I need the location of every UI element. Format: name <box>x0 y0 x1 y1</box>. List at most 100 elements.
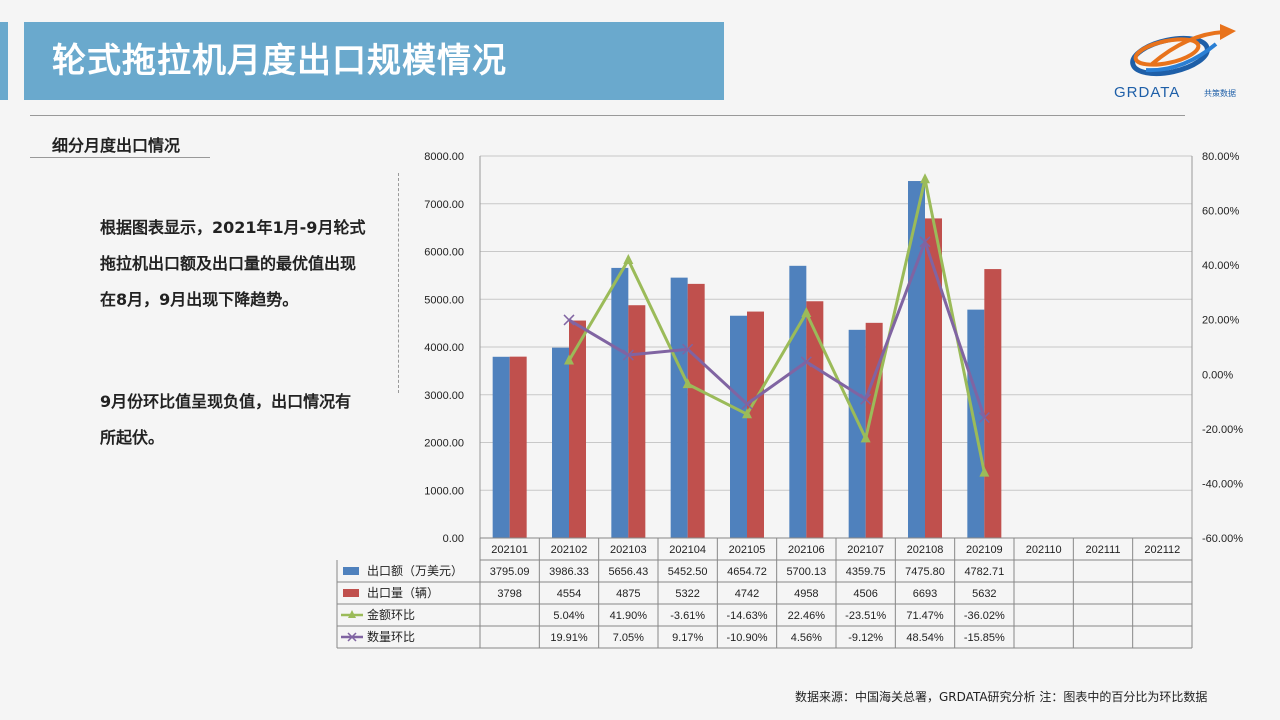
y2-tick-label: 40.00% <box>1202 260 1240 272</box>
data-label: 5322 <box>675 588 699 600</box>
amount-mom-point <box>801 307 812 318</box>
data-label: 71.47% <box>906 610 944 622</box>
quantity-mom-point <box>622 349 634 361</box>
y-tick-label: 1000.00 <box>424 485 464 497</box>
quantity-bar <box>687 283 705 538</box>
data-label: 5700.13 <box>786 566 826 578</box>
amount-bar <box>848 329 866 538</box>
legend-label: 数量环比 <box>367 629 415 644</box>
data-label: 7.05% <box>613 632 644 644</box>
category-label: 202106 <box>788 544 825 556</box>
category-label: 202111 <box>1085 544 1120 556</box>
amount-bar <box>492 356 510 538</box>
quantity-mom-point <box>682 343 694 355</box>
quantity-mom-point <box>800 356 812 368</box>
title-accent-bar <box>0 22 8 100</box>
data-label: 22.46% <box>788 610 826 622</box>
quantity-mom-point <box>741 398 753 410</box>
data-label: 5632 <box>972 588 996 600</box>
amount-mom-point <box>920 173 930 184</box>
y-tick-label: 0.00 <box>443 533 464 545</box>
category-label: 202101 <box>491 544 528 556</box>
data-label: 4875 <box>616 588 640 600</box>
y-tick-label: 2000.00 <box>424 438 464 450</box>
logo-text: GRDATA <box>1114 84 1181 101</box>
data-label: 4742 <box>735 588 759 600</box>
category-label: 202110 <box>1026 544 1062 556</box>
data-label: 4782.71 <box>964 566 1004 578</box>
y-tick-label: 5000.00 <box>424 294 464 306</box>
data-label: -3.61% <box>670 610 705 622</box>
quantity-mom-point <box>919 236 931 248</box>
amount-bar <box>552 347 569 538</box>
data-label: 5656.43 <box>608 566 648 578</box>
data-label: 4554 <box>557 588 581 600</box>
quantity-bar <box>925 218 942 539</box>
legend-label: 出口量（辆） <box>367 586 439 600</box>
y-tick-label: 8000.00 <box>424 151 464 163</box>
amount-bar <box>730 315 747 538</box>
source-footnote: 数据来源：中国海关总署，GRDATA研究分析 注：图表中的百分比为环比数据 <box>795 690 1208 704</box>
data-label: 4359.75 <box>846 566 886 578</box>
quantity-bar <box>569 320 586 538</box>
category-label: 202104 <box>669 544 706 556</box>
amount-mom-point <box>564 354 574 365</box>
amount-bar <box>670 277 688 538</box>
quantity-bar <box>806 301 824 538</box>
y2-tick-label: 60.00% <box>1202 206 1240 218</box>
quantity-mom-point <box>978 412 990 424</box>
analysis-note-1: 根据图表显示，2021年1月-9月轮式拖拉机出口额及出口量的最优值出现在8月，9… <box>100 218 366 309</box>
section-subtitle: 细分月度出口情况 <box>52 136 181 155</box>
data-label: 19.91% <box>550 632 588 644</box>
data-label: 3798 <box>497 588 521 600</box>
legend-label: 金额环比 <box>367 607 415 622</box>
category-label: 202107 <box>847 544 884 556</box>
category-label: 202108 <box>907 544 944 556</box>
subtitle-divider <box>30 157 210 158</box>
data-label: 4958 <box>794 588 818 600</box>
y-tick-label: 4000.00 <box>424 342 464 354</box>
header-divider <box>30 115 1185 116</box>
category-label: 202112 <box>1144 544 1180 556</box>
legend-swatch <box>343 567 359 575</box>
data-label: 48.54% <box>906 632 944 644</box>
y2-tick-label: 80.00% <box>1202 151 1240 163</box>
data-label: 6693 <box>913 588 937 600</box>
amount-bar <box>789 265 807 538</box>
data-label: 5.04% <box>553 610 584 622</box>
data-label: -10.90% <box>727 632 768 644</box>
amount-mom-point <box>682 378 693 389</box>
legend-marker <box>347 632 357 642</box>
data-label: -36.02% <box>964 610 1005 622</box>
data-label: 7475.80 <box>905 566 945 578</box>
dashed-divider <box>398 173 399 393</box>
y-tick-label: 3000.00 <box>424 390 464 402</box>
quantity-bar <box>628 305 646 538</box>
data-label: -23.51% <box>845 610 886 622</box>
quantity-mom-point <box>860 393 872 405</box>
quantity-bar <box>747 311 764 538</box>
amount-bar <box>611 267 629 538</box>
quantity-mom-point <box>563 314 575 326</box>
legend-swatch <box>343 589 359 597</box>
data-label: 5452.50 <box>668 566 708 578</box>
legend-marker <box>348 610 356 618</box>
category-label: 202109 <box>966 544 1003 556</box>
category-label: 202102 <box>551 544 588 556</box>
data-label: 4.56% <box>791 632 822 644</box>
data-label: 41.90% <box>610 610 648 622</box>
quantity-bar <box>509 356 527 538</box>
amount-bar <box>908 181 925 538</box>
amount-mom-point <box>623 253 634 264</box>
y2-tick-label: -40.00% <box>1202 478 1243 490</box>
quantity-bar <box>984 269 1002 538</box>
quantity-mom-line <box>568 237 986 419</box>
y-tick-label: 6000.00 <box>424 247 464 259</box>
grdata-logo-icon <box>1130 24 1236 77</box>
category-label: 202105 <box>729 544 766 556</box>
logo-subtext: 共策数据 <box>1204 89 1236 98</box>
amount-mom-point <box>979 466 990 477</box>
category-label: 202103 <box>610 544 647 556</box>
y2-tick-label: 0.00% <box>1202 369 1233 381</box>
